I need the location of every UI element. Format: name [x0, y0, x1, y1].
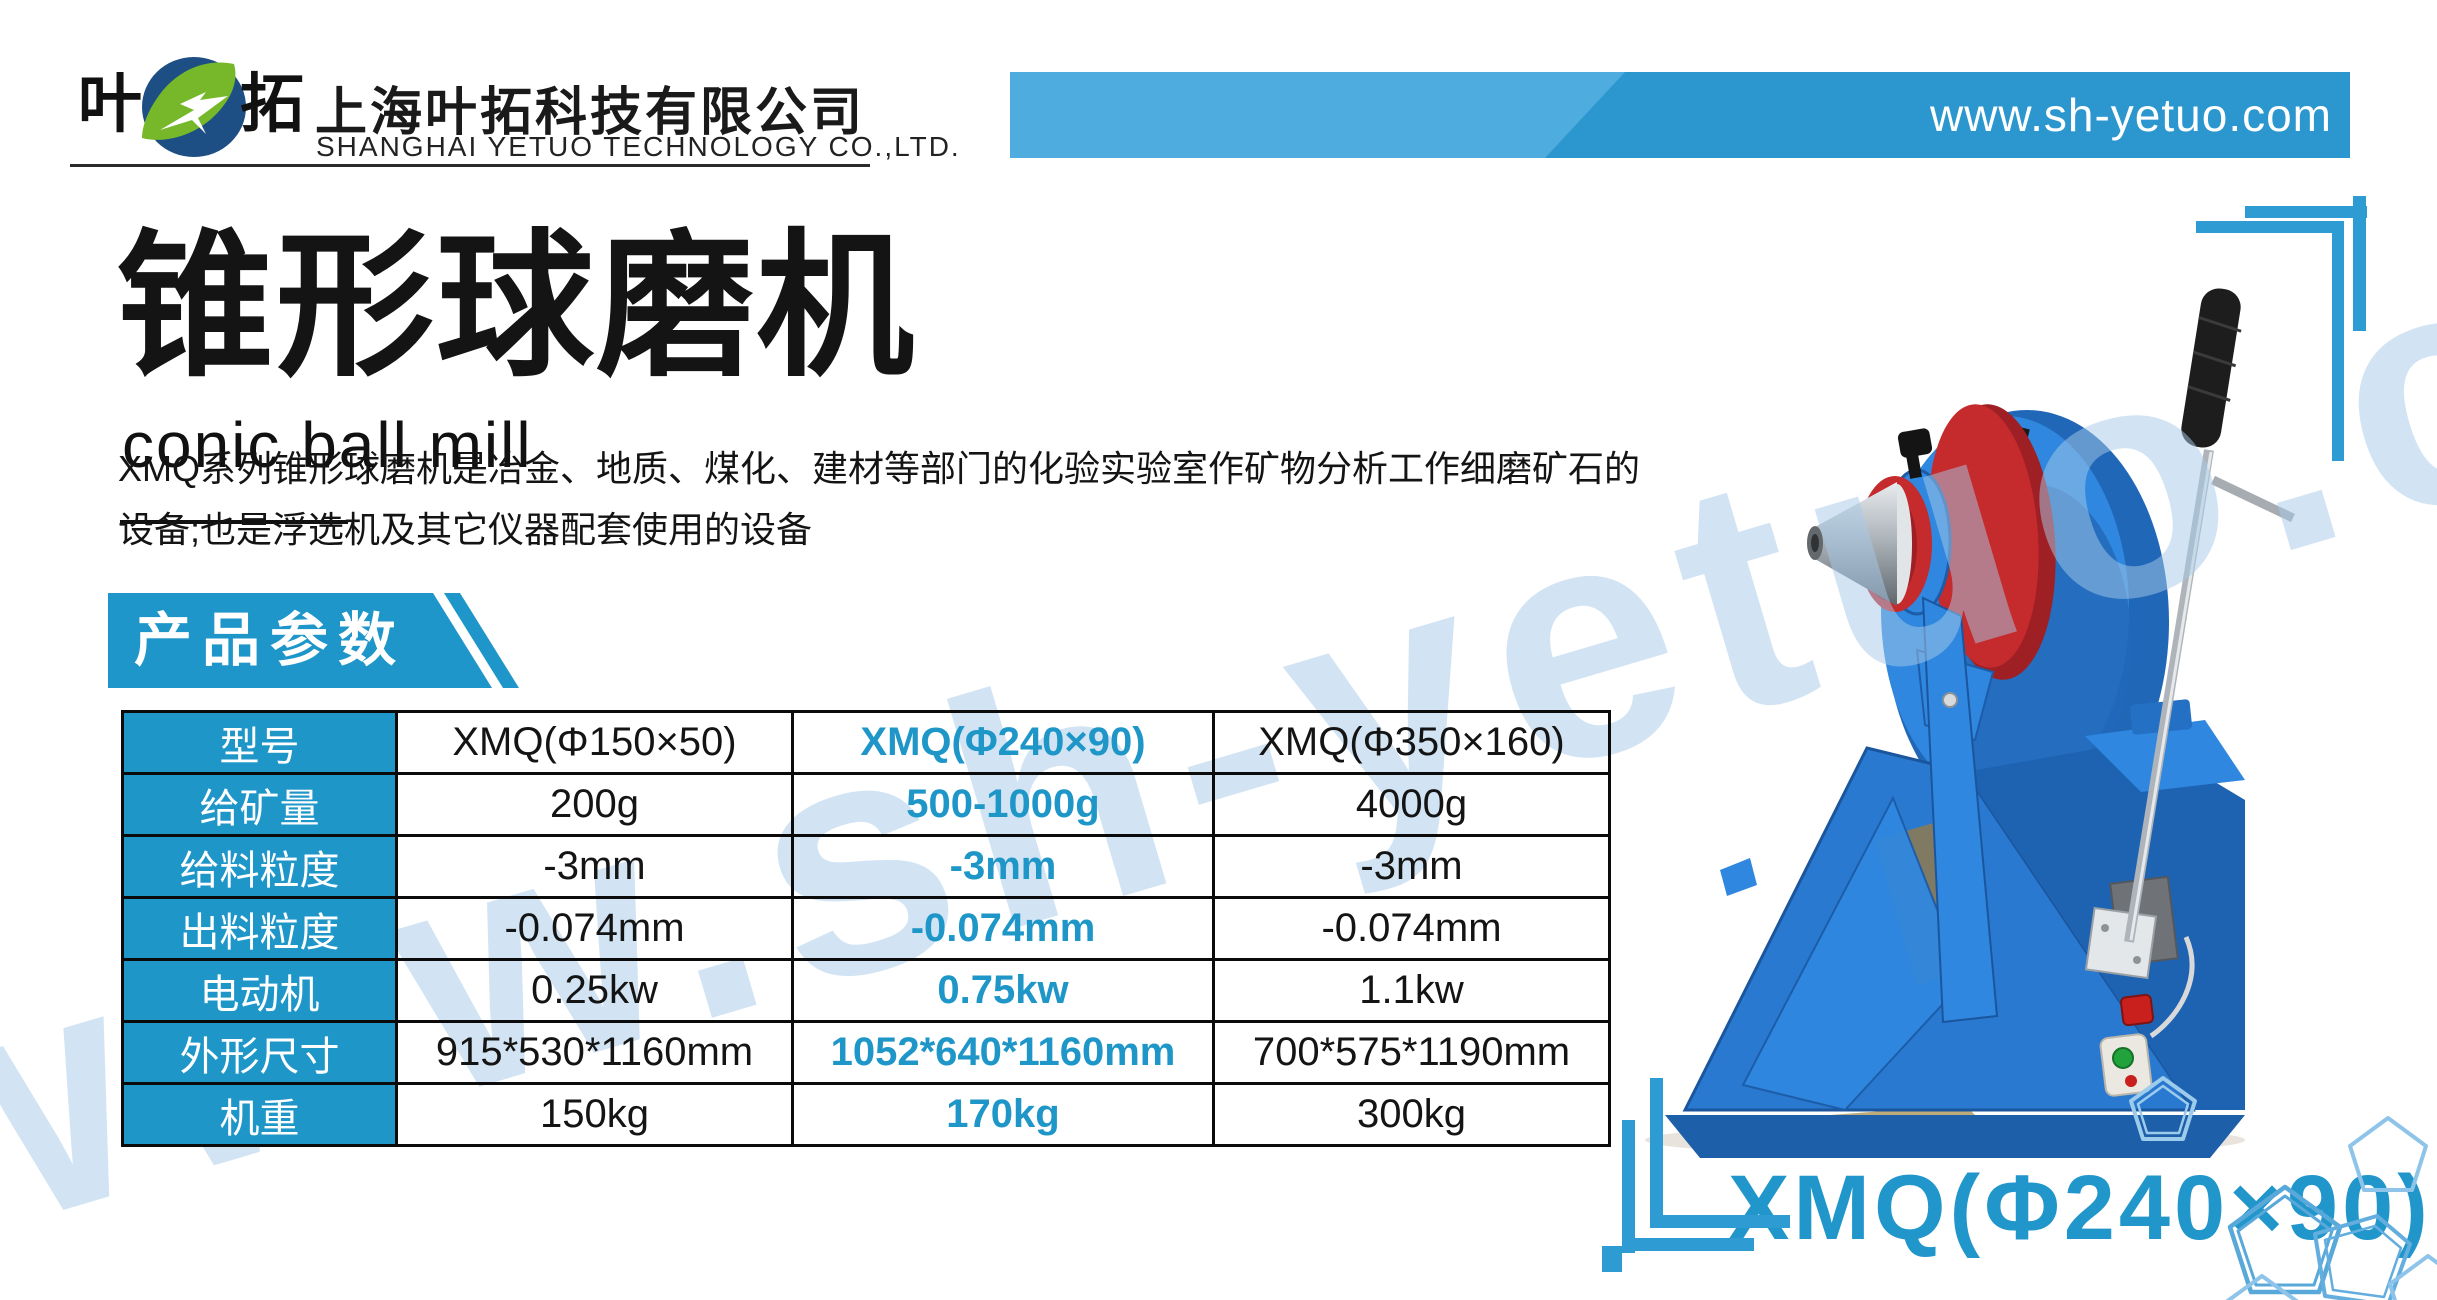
company-name-cn: 上海叶拓科技有限公司	[315, 84, 866, 142]
cell-value: 300kg	[1212, 1082, 1611, 1147]
cell-value: 915*530*1160mm	[395, 1020, 794, 1085]
cell-value: 200g	[395, 772, 794, 837]
cell-value-highlight: 170kg	[791, 1082, 1215, 1147]
description-line-2: 设备;也是浮选机及其它仪器配套使用的设备	[118, 509, 813, 550]
cell-value: -0.074mm	[1212, 896, 1611, 961]
logo-char-ye: 叶	[78, 68, 142, 140]
banner-shape	[1010, 72, 2350, 158]
model-col-2-highlight: XMQ(Φ240×90)	[791, 710, 1215, 775]
row-label: 给料粒度	[121, 834, 398, 899]
cell-value-highlight: 0.75kw	[791, 958, 1215, 1023]
cell-value-highlight: 1052*640*1160mm	[791, 1020, 1215, 1085]
product-photo-conic-ball-mill	[1645, 288, 2295, 1158]
model-col-1: XMQ(Φ150×50)	[395, 710, 794, 775]
section-badge-parameters: 产品参数	[108, 593, 520, 688]
logo-char-tuo: 拓	[240, 68, 304, 140]
cell-value: 1.1kw	[1212, 958, 1611, 1023]
row-label: 出料粒度	[121, 896, 398, 961]
description-line-1: XMQ系列锥形球磨机是冶金、地质、煤化、建材等部门的化验实验室作矿物分析工作细磨…	[118, 448, 1641, 489]
spec-table: 型号 XMQ(Φ150×50) XMQ(Φ240×90) XMQ(Φ350×16…	[121, 710, 1611, 1147]
cell-value-highlight: -3mm	[791, 834, 1215, 899]
company-name-en: SHANGHAI YETUO TECHNOLOGY CO.,LTD.	[316, 131, 961, 162]
cell-value: -3mm	[1212, 834, 1611, 899]
cell-value: 0.25kw	[395, 958, 794, 1023]
model-col-3: XMQ(Φ350×160)	[1212, 710, 1611, 775]
row-label: 外形尺寸	[121, 1020, 398, 1085]
table-row: 电动机 0.25kw 0.75kw 1.1kw	[121, 958, 1611, 1023]
product-description: XMQ系列锥形球磨机是冶金、地质、煤化、建材等部门的化验实验室作矿物分析工作细磨…	[118, 438, 1640, 560]
row-label: 给矿量	[121, 772, 398, 837]
cell-value: 700*575*1190mm	[1212, 1020, 1611, 1085]
header-label-cell: 型号	[121, 710, 398, 775]
cell-value-highlight: -0.074mm	[791, 896, 1215, 961]
table-row: 给料粒度 -3mm -3mm -3mm	[121, 834, 1611, 899]
website-url: www.sh-yetuo.com	[1929, 89, 2332, 141]
section-badge-label: 产品参数	[134, 608, 407, 673]
cell-value: 150kg	[395, 1082, 794, 1147]
product-model-caption: XMQ(Φ240×90)	[1728, 1157, 2432, 1259]
table-header-row: 型号 XMQ(Φ150×50) XMQ(Φ240×90) XMQ(Φ350×16…	[121, 710, 1611, 775]
website-banner: www.sh-yetuo.com	[1010, 72, 2350, 158]
table-row: 出料粒度 -0.074mm -0.074mm -0.074mm	[121, 896, 1611, 961]
badge-shape	[108, 593, 519, 688]
cell-value: 4000g	[1212, 772, 1611, 837]
logo-leaf-bird-icon	[142, 57, 246, 157]
row-label: 机重	[121, 1082, 398, 1147]
cell-value: -3mm	[395, 834, 794, 899]
table-row: 外形尺寸 915*530*1160mm 1052*640*1160mm 700*…	[121, 1020, 1611, 1085]
header-divider	[70, 164, 870, 167]
title-underline	[120, 520, 348, 524]
page-title-cn: 锥形球磨机	[116, 219, 916, 395]
table-row: 给矿量 200g 500-1000g 4000g	[121, 772, 1611, 837]
row-label: 电动机	[121, 958, 398, 1023]
cell-value-highlight: 500-1000g	[791, 772, 1215, 837]
page-title-en: conic ball mill	[122, 409, 533, 481]
table-row: 机重 150kg 170kg 300kg	[121, 1082, 1611, 1147]
cell-value: -0.074mm	[395, 896, 794, 961]
